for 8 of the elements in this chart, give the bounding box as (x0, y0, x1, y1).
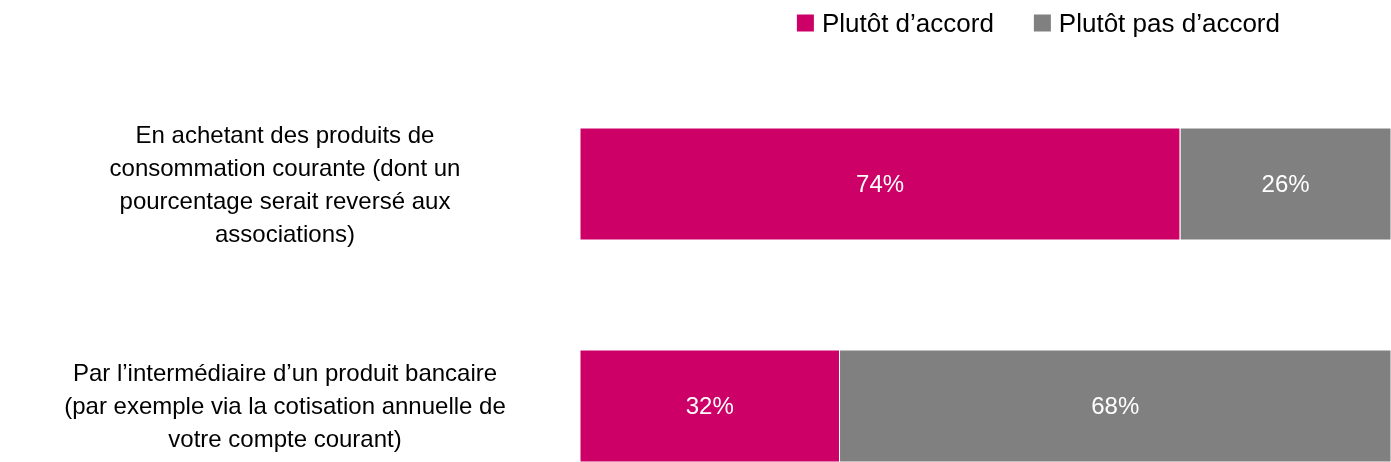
data-label: 74% (856, 170, 905, 198)
data-label: 26% (1261, 170, 1310, 198)
data-label: 32% (685, 392, 734, 420)
y-tick-label: En achetant des produits de consommation courante (dont un pourcentage serait reversé aux associations) (109, 120, 461, 247)
legend-label: Plutôt pas d’accord (1058, 8, 1281, 39)
legend-label: Plutôt d’accord (821, 8, 994, 39)
data-label: 68% (1091, 392, 1140, 420)
y-tick-label: Par l’intermédiaire d’un produit bancaire (par exemple via la cotisation annuelle de votre compte courant) (64, 359, 506, 453)
